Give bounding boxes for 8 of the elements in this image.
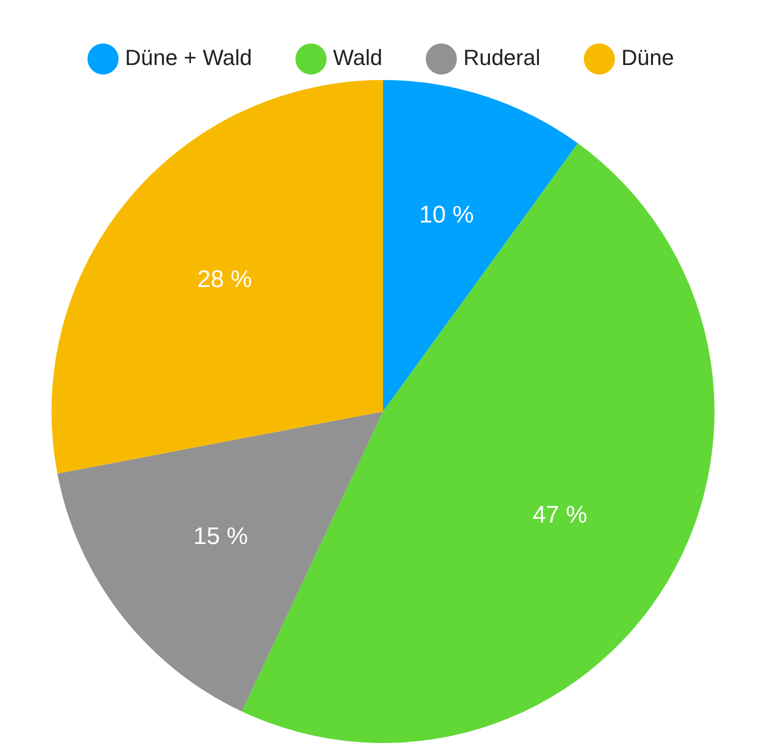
legend-label: Wald (333, 45, 382, 70)
data-label: 47 % (532, 502, 588, 529)
legend-label: Düne (621, 45, 674, 70)
data-label: 28 % (197, 266, 252, 294)
legend-label: Düne + Wald (125, 45, 252, 70)
data-label: 15 % (193, 523, 248, 550)
data-label: 10 % (419, 202, 474, 229)
legend-label: Ruderal (463, 45, 540, 70)
